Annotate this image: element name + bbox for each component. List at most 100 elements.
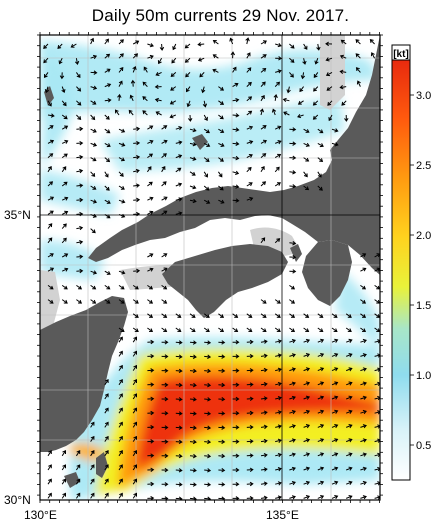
current-arrow xyxy=(114,109,120,116)
current-arrow xyxy=(204,411,212,416)
current-arrow xyxy=(90,435,95,442)
current-arrow xyxy=(218,86,225,91)
current-arrow xyxy=(232,439,240,444)
current-arrow xyxy=(118,421,123,428)
current-arrow xyxy=(360,409,367,415)
current-arrow xyxy=(161,340,169,345)
current-arrow xyxy=(274,327,281,333)
current-arrow xyxy=(175,439,183,445)
current-arrow xyxy=(317,327,324,333)
current-arrow xyxy=(161,425,169,430)
current-arrow xyxy=(132,40,140,45)
current-arrow xyxy=(175,425,183,430)
current-arrow xyxy=(331,313,338,318)
current-arrow xyxy=(132,53,139,59)
current-arrow xyxy=(331,327,338,333)
current-arrow xyxy=(61,299,68,304)
current-arrow xyxy=(161,165,166,173)
current-arrow xyxy=(142,81,148,87)
current-arrow xyxy=(370,52,376,59)
current-arrow xyxy=(360,353,367,358)
current-arrow xyxy=(297,100,304,105)
current-arrow xyxy=(289,481,296,486)
current-arrow xyxy=(374,267,380,272)
colorbar-tick-label: 2.5 xyxy=(416,160,431,172)
current-arrow xyxy=(232,66,237,73)
current-arrow xyxy=(76,126,84,132)
current-arrow xyxy=(218,482,226,487)
current-arrow xyxy=(232,184,240,189)
current-arrow xyxy=(274,299,281,304)
current-arrow xyxy=(260,153,267,158)
current-arrow xyxy=(189,411,197,416)
current-arrow xyxy=(339,85,347,90)
current-arrow xyxy=(197,57,205,62)
current-arrow xyxy=(118,435,123,442)
current-arrow xyxy=(170,72,177,78)
current-arrow xyxy=(246,424,254,430)
current-arrow xyxy=(76,140,84,146)
current-arrow xyxy=(204,496,212,500)
current-arrow xyxy=(90,54,98,60)
current-arrow xyxy=(317,480,325,485)
current-arrow xyxy=(289,241,297,246)
current-arrow xyxy=(339,69,347,75)
current-arrow xyxy=(118,270,126,275)
current-arrow xyxy=(61,100,67,107)
current-arrow xyxy=(260,339,268,344)
current-arrow xyxy=(274,153,282,159)
current-arrow xyxy=(356,80,361,87)
current-arrow xyxy=(189,198,197,204)
current-arrow xyxy=(75,492,81,499)
current-arrow xyxy=(47,464,52,471)
current-arrow xyxy=(246,339,254,345)
current-arrow xyxy=(175,382,183,388)
current-arrow xyxy=(303,438,311,443)
current-arrow xyxy=(161,439,169,444)
current-arrow xyxy=(204,397,212,402)
current-arrow xyxy=(76,197,84,203)
colorbar-unit-box xyxy=(391,44,411,61)
current-arrow xyxy=(161,196,168,201)
map-frame xyxy=(39,34,381,501)
current-arrow xyxy=(271,108,277,116)
current-arrow xyxy=(303,466,311,471)
current-arrow xyxy=(90,185,97,190)
current-arrow xyxy=(275,481,282,486)
current-arrow xyxy=(146,166,152,173)
current-arrow xyxy=(175,126,183,131)
current-arrow xyxy=(90,171,96,177)
current-arrow xyxy=(232,313,239,318)
current-arrow xyxy=(161,299,168,304)
current-arrow xyxy=(104,478,109,485)
current-arrow xyxy=(197,42,205,47)
current-arrow xyxy=(90,100,97,105)
current-arrow xyxy=(61,114,68,120)
current-arrow xyxy=(61,450,66,457)
current-arrow xyxy=(47,196,55,201)
current-arrow xyxy=(147,139,154,144)
current-arrow xyxy=(104,128,111,134)
current-arrow xyxy=(132,393,137,400)
current-arrow xyxy=(76,155,84,160)
current-arrow xyxy=(47,492,52,499)
current-arrow xyxy=(147,284,154,290)
current-arrow xyxy=(232,396,240,402)
current-arrow xyxy=(118,379,123,386)
current-arrow xyxy=(313,72,319,79)
current-arrow xyxy=(189,327,196,333)
current-arrow xyxy=(246,52,251,59)
current-arrow xyxy=(204,482,212,487)
current-arrow xyxy=(76,183,84,188)
current-arrow xyxy=(143,66,148,73)
current-arrow xyxy=(118,199,126,204)
current-arrow xyxy=(246,495,254,500)
current-arrow xyxy=(147,424,155,430)
current-arrow xyxy=(133,183,140,188)
current-arrow xyxy=(232,354,240,359)
current-arrow xyxy=(331,142,339,147)
current-arrow xyxy=(147,495,155,500)
current-arrow xyxy=(259,108,265,116)
current-arrow xyxy=(289,339,296,344)
current-arrow xyxy=(260,237,266,244)
